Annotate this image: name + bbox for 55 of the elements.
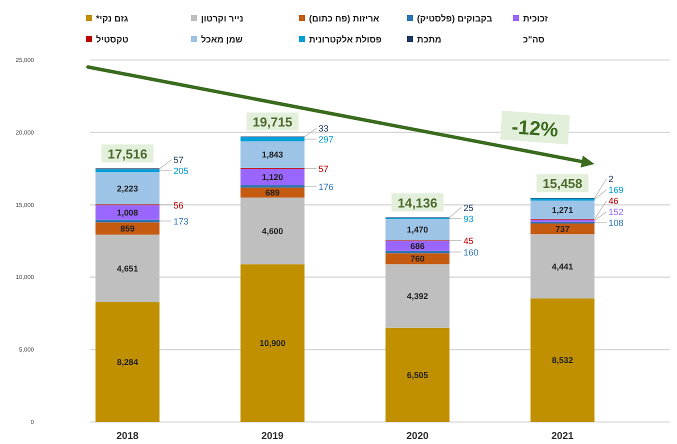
data-label: 173 [174, 216, 189, 227]
data-label: 1,470 [406, 224, 428, 235]
data-label: 737 [555, 224, 570, 234]
total-label: 14,136 [398, 195, 438, 210]
legend-label: בקבוקים (פלסטיק) [417, 14, 492, 24]
x-tick-label: 2019 [261, 431, 284, 442]
legend-label: מתכת [417, 34, 442, 44]
data-label: 1,271 [552, 204, 574, 215]
data-label: 205 [174, 166, 189, 176]
data-label: 1,843 [262, 150, 284, 160]
data-label: 1,120 [262, 172, 284, 182]
data-label: 297 [318, 134, 334, 145]
legend-label: שמן מאכל [201, 34, 243, 44]
data-label: 8,284 [116, 357, 138, 368]
total-label: 17,516 [108, 146, 148, 162]
total-label: 19,715 [252, 114, 292, 130]
x-tick-label: 2020 [406, 431, 430, 442]
data-label: 45 [464, 236, 474, 246]
data-label: 33 [318, 124, 329, 134]
text: סה"כ [523, 34, 545, 44]
data-label: 160 [464, 248, 479, 258]
data-label: 46 [608, 196, 619, 206]
data-label: 689 [265, 188, 280, 198]
legend-label: זכוכית [523, 14, 548, 24]
legend-label: פסולת אלקטרונית [309, 34, 382, 44]
legend-label: טקסטיל [96, 34, 128, 44]
data-label: 108 [608, 218, 624, 228]
data-label: 4,392 [406, 291, 428, 302]
data-label: 6,505 [406, 370, 428, 380]
data-label: 4,441 [552, 261, 574, 272]
legend-label: נייר וקרטון [201, 14, 244, 24]
legend-label: אריזות (פח כתום) [309, 14, 380, 24]
data-label: 859 [120, 223, 135, 234]
data-label: 93 [464, 214, 474, 224]
data-label: 1,008 [116, 207, 138, 218]
x-tick-label: 2021 [551, 431, 574, 442]
data-label: 2,223 [116, 183, 138, 194]
data-label: 4,600 [262, 226, 284, 236]
data-label: 25 [464, 202, 474, 213]
data-label: 4,651 [116, 263, 138, 274]
annotation: -12% [510, 116, 560, 142]
data-label: 2 [608, 174, 614, 184]
data-label: 56 [174, 200, 184, 210]
data-label: 176 [318, 182, 334, 192]
total-label: 15,458 [542, 176, 582, 192]
data-label: 57 [174, 155, 184, 166]
data-label: 152 [608, 207, 624, 218]
data-label: 169 [608, 185, 624, 196]
data-label: 8,532 [552, 355, 574, 366]
data-label: 686 [410, 240, 425, 251]
data-label: 10,900 [260, 338, 286, 348]
data-label: 57 [318, 164, 329, 174]
legend-label: גזם נקי* [96, 14, 129, 24]
x-tick-label: 2018 [116, 431, 140, 442]
data-label: 760 [410, 254, 425, 264]
